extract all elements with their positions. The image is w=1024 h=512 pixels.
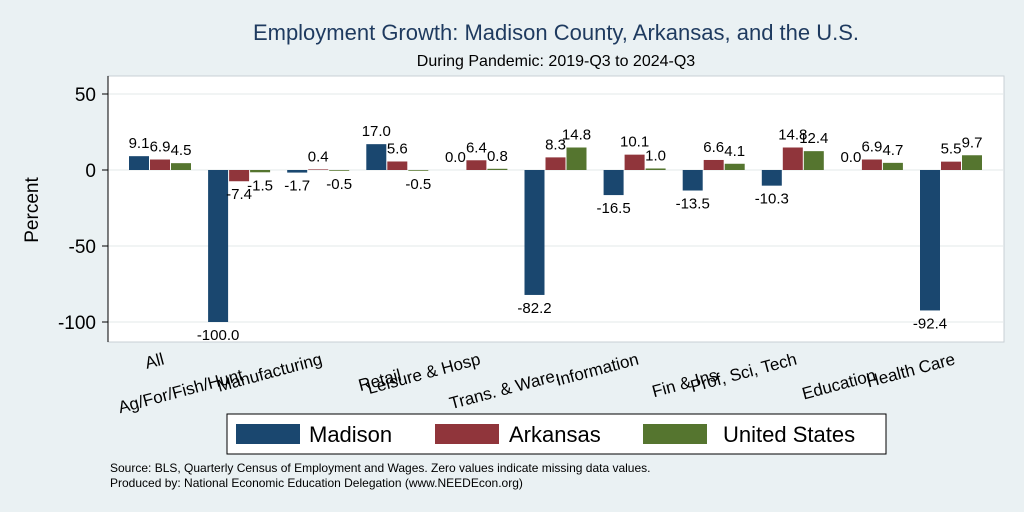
data-label: 0.0 <box>445 149 466 166</box>
bar-arkansas <box>703 159 724 170</box>
plot-area <box>107 75 1005 343</box>
bar-united-states <box>803 151 824 170</box>
data-label: 0.4 <box>308 148 329 165</box>
bar-arkansas <box>387 161 408 170</box>
bar-madison <box>208 170 229 322</box>
bar-madison <box>920 170 940 311</box>
data-label: -1.7 <box>284 178 310 195</box>
data-label: 5.6 <box>387 140 408 157</box>
category-label: All <box>143 350 166 373</box>
data-label: 0.0 <box>840 149 861 166</box>
data-label: 6.4 <box>466 139 487 156</box>
bars <box>129 144 982 322</box>
y-axis: 50 0 -50 -100 <box>58 76 109 342</box>
legend-label: Madison <box>309 422 392 447</box>
bar-arkansas <box>624 154 645 170</box>
data-label: 4.1 <box>724 143 745 160</box>
data-label: 17.0 <box>362 123 391 140</box>
legend-swatch-united-states <box>643 424 707 444</box>
data-label: 14.8 <box>778 127 807 144</box>
bar-arkansas <box>782 147 803 170</box>
bar-madison <box>603 170 624 196</box>
legend-box <box>226 413 887 455</box>
data-label: -92.4 <box>913 315 947 332</box>
data-label: -13.5 <box>676 196 710 213</box>
bar-united-states <box>962 155 982 170</box>
bar-united-states <box>250 170 271 173</box>
data-label: -1.5 <box>247 177 273 194</box>
bar-madison <box>129 156 149 170</box>
y-tick-label: -50 <box>69 237 96 258</box>
data-label: 9.1 <box>129 135 150 152</box>
category-label: Prof, Sci, Tech <box>688 350 798 397</box>
legend-label: Arkansas <box>509 422 601 447</box>
data-label: 4.5 <box>171 142 192 159</box>
bar-madison <box>682 170 703 191</box>
data-label: -10.3 <box>755 191 789 208</box>
data-label: 8.3 <box>545 136 566 153</box>
bar-united-states <box>329 170 350 171</box>
data-label: 10.1 <box>620 134 649 151</box>
source-note: Source: BLS, Quarterly Census of Employm… <box>110 461 650 475</box>
category-label: Manufacturing <box>215 350 324 396</box>
data-label: 6.9 <box>861 139 882 156</box>
data-label: 6.6 <box>703 139 724 156</box>
y-tick-label: 0 <box>85 161 96 182</box>
bar-united-states <box>645 168 666 170</box>
data-label: 6.9 <box>150 139 171 156</box>
data-label: 0.8 <box>487 148 508 165</box>
chart-subtitle: During Pandemic: 2019-Q3 to 2024-Q3 <box>417 53 695 70</box>
bar-united-states <box>724 163 745 170</box>
bar-arkansas <box>466 160 487 170</box>
bar-arkansas <box>150 159 170 170</box>
bar-united-states <box>566 147 587 170</box>
data-label: -82.2 <box>517 300 551 317</box>
produced-by-note: Produced by: National Economic Education… <box>110 476 523 490</box>
legend-label: United States <box>723 422 855 447</box>
bar-madison <box>287 170 308 173</box>
bar-madison <box>761 170 782 186</box>
bar-united-states <box>171 163 191 170</box>
y-tick-label: -100 <box>58 313 96 334</box>
bar-united-states <box>487 168 508 170</box>
data-label: -7.4 <box>226 186 252 203</box>
bar-united-states <box>882 162 903 170</box>
data-labels: 9.1 6.9 4.5-100.0-7.4-1.5 -1.70.4-0.517.05.… <box>129 123 983 344</box>
bar-madison <box>366 144 387 170</box>
category-label: Information <box>554 350 641 390</box>
data-label: -0.5 <box>405 176 431 193</box>
data-label: 14.8 <box>562 127 591 144</box>
data-label: -0.5 <box>326 176 352 193</box>
y-axis-label: Percent <box>22 177 43 243</box>
legend-swatch-madison <box>236 424 300 444</box>
bar-arkansas <box>308 169 329 170</box>
chart-title: Employment Growth: Madison County, Arkan… <box>253 20 859 45</box>
data-label: 5.5 <box>941 141 962 158</box>
bar-united-states <box>408 170 429 171</box>
category-label: Health Care <box>864 350 957 392</box>
bar-arkansas <box>861 159 882 170</box>
bar-madison <box>524 170 545 295</box>
data-label: 1.0 <box>645 147 666 164</box>
data-label: -16.5 <box>596 200 630 217</box>
bar-arkansas <box>545 157 566 170</box>
y-tick-label: 50 <box>75 85 96 106</box>
category-label: Education <box>800 366 878 404</box>
legend-swatch-arkansas <box>435 424 499 444</box>
legend: Madison Arkansas United States <box>226 413 887 455</box>
bar-arkansas <box>941 161 961 170</box>
data-label: 12.4 <box>799 130 828 147</box>
bar-arkansas <box>229 170 250 182</box>
data-label: -100.0 <box>197 327 240 344</box>
data-label: 4.7 <box>882 142 903 159</box>
data-label: 9.7 <box>962 134 983 151</box>
